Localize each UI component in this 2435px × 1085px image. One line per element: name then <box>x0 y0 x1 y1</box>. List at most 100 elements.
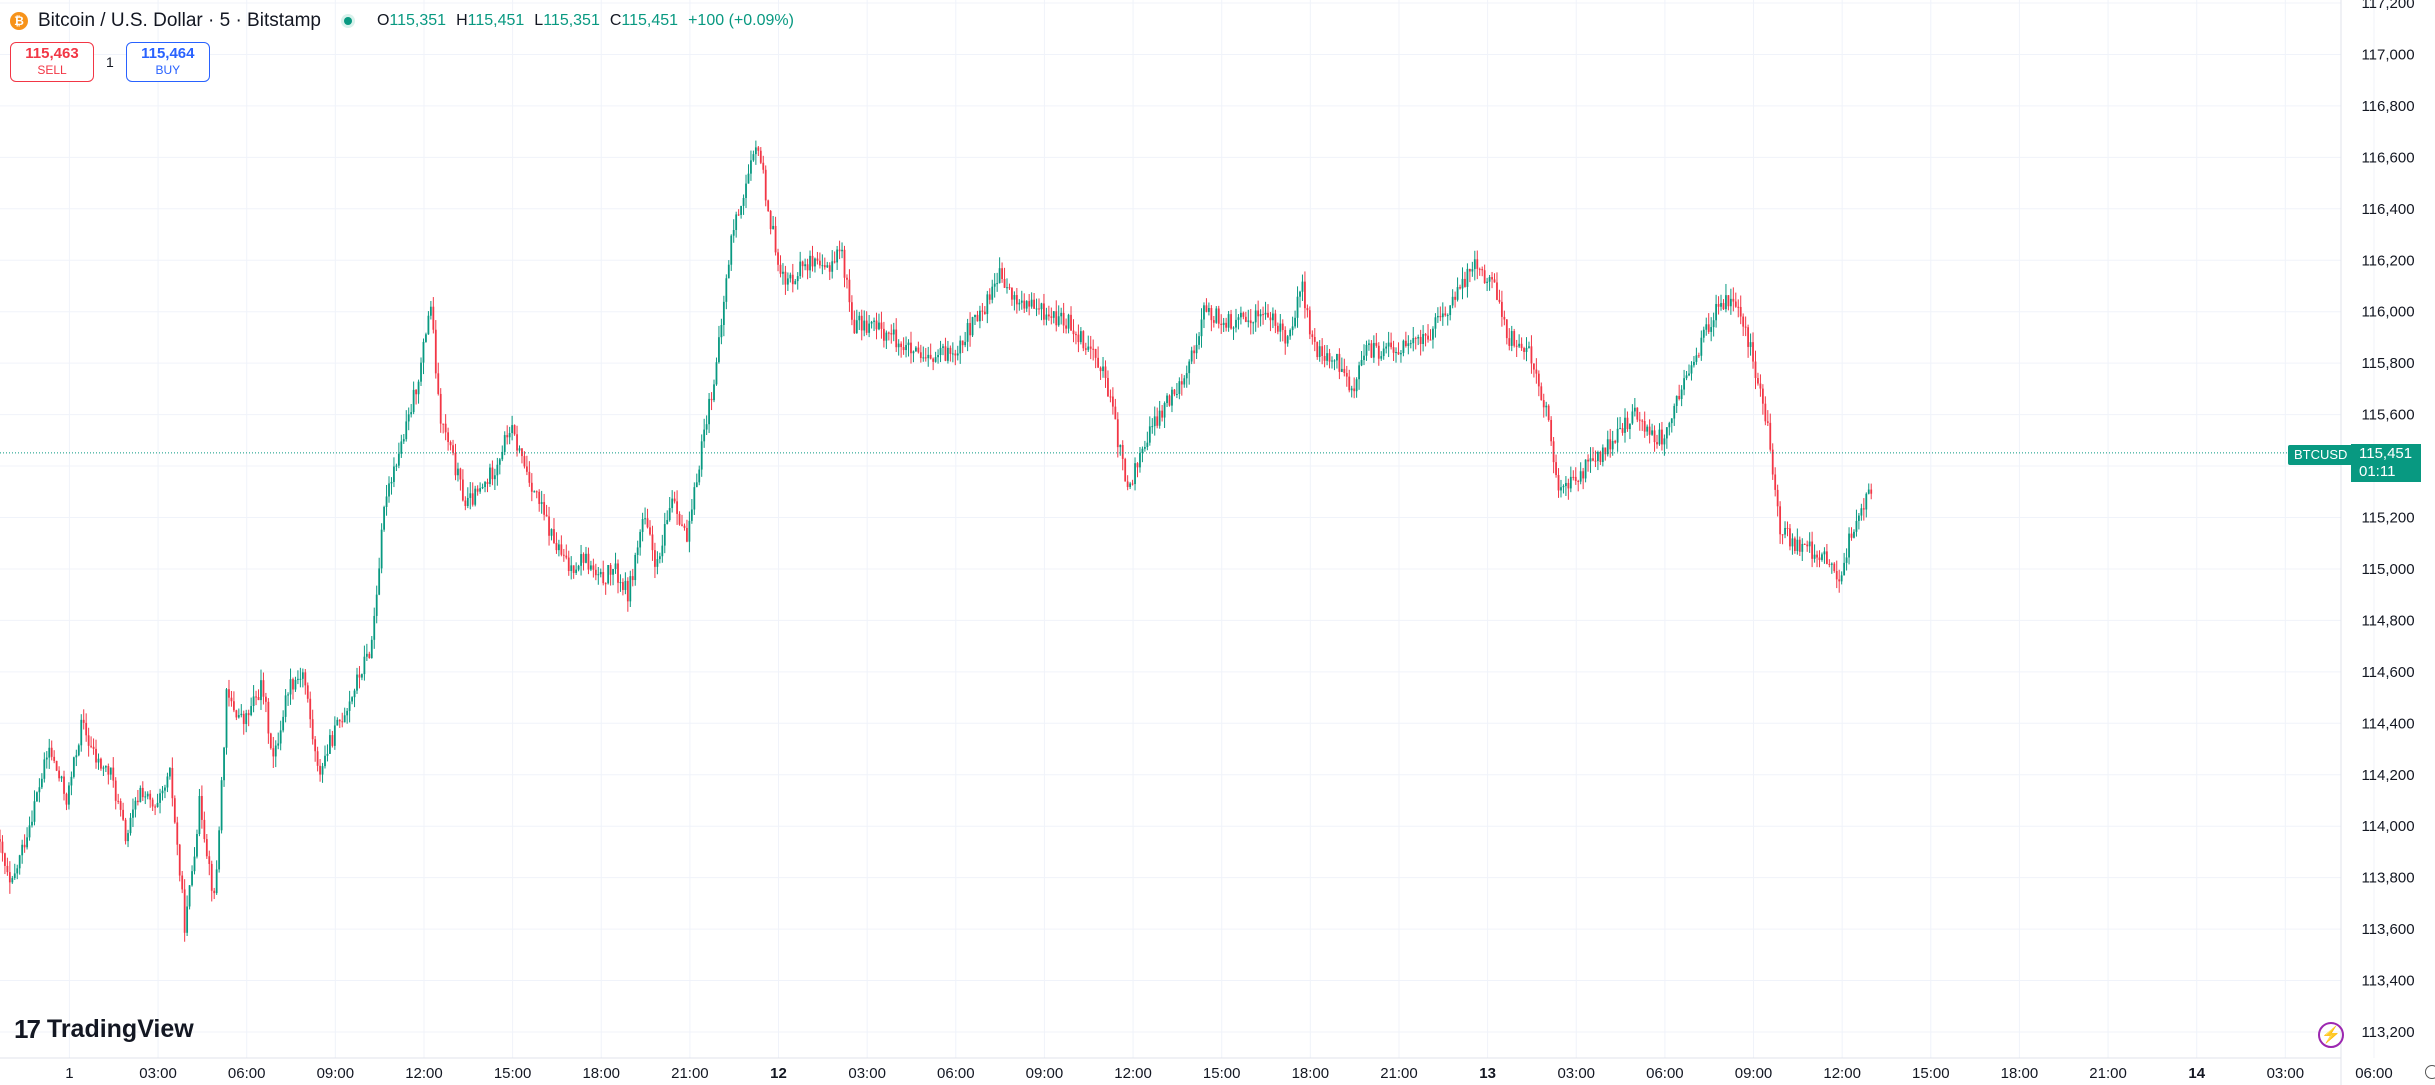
candle-body <box>1774 474 1777 490</box>
candle-body <box>365 653 368 657</box>
candle-body <box>1057 316 1060 326</box>
candle-body <box>1097 357 1100 368</box>
candle-body <box>1311 334 1314 337</box>
candle-body <box>260 680 262 701</box>
candle-body <box>134 800 137 810</box>
candle-body <box>72 757 75 777</box>
candle-body <box>1331 360 1333 362</box>
lightning-icon[interactable]: ⚡ <box>2318 1022 2344 1048</box>
candle-body <box>656 559 659 567</box>
candle-body <box>481 487 484 489</box>
candle-body <box>1210 308 1213 321</box>
time-tick-label: 12:00 <box>405 1065 443 1082</box>
candle-body <box>294 679 297 690</box>
candle-body <box>838 249 841 252</box>
candle-body <box>1769 422 1772 450</box>
candle-body <box>1530 346 1533 364</box>
candle-body <box>1446 315 1449 317</box>
time-tick-label: 09:00 <box>1026 1065 1064 1082</box>
candle-body <box>686 527 688 542</box>
chart-legend-header: ₿ Bitcoin / U.S. Dollar · 5 · Bitstamp O… <box>10 8 794 34</box>
candle-body <box>587 553 590 570</box>
candle-body <box>1163 403 1166 418</box>
candle-body <box>1818 557 1821 560</box>
candle-body <box>1552 441 1555 463</box>
candle-body <box>843 249 846 278</box>
candle-body <box>949 347 952 354</box>
candle-body <box>772 225 775 230</box>
candle-body <box>1569 476 1572 489</box>
candle-body <box>715 362 718 385</box>
symbol-title[interactable]: Bitcoin / U.S. Dollar · 5 · Bitstamp <box>38 10 321 31</box>
price-tick-label: 115,600 <box>2361 407 2414 424</box>
candle-body <box>11 878 14 883</box>
candle-body <box>127 833 129 842</box>
candle-body <box>267 701 270 734</box>
candle-body <box>860 315 863 331</box>
buy-button[interactable]: 115,464 BUY <box>125 42 210 82</box>
time-tick-label: 09:00 <box>317 1065 355 1082</box>
candle-body <box>154 806 157 808</box>
candle-body <box>304 672 307 686</box>
market-status-icon[interactable] <box>340 14 355 28</box>
candle-body <box>1781 534 1784 536</box>
candle-body <box>1340 368 1343 372</box>
candle-body <box>786 278 789 285</box>
price-tick-label: 114,400 <box>2361 715 2414 732</box>
sell-button[interactable]: 115,463 SELL <box>10 42 94 82</box>
candle-body <box>964 341 967 346</box>
candle-body <box>1323 356 1326 361</box>
candle-body <box>1190 350 1193 362</box>
candle-body <box>230 697 233 702</box>
time-axis[interactable]: 1 03:00 06:00 09:00 12:00 15:00 18:00 21:00 12 03… <box>0 1057 2435 1082</box>
candle-body <box>1375 342 1378 346</box>
candle-body <box>1567 482 1570 489</box>
candle-body <box>1240 312 1242 318</box>
candle-body <box>1702 329 1705 338</box>
candle-body <box>1853 531 1855 538</box>
candle-body <box>356 674 358 691</box>
candle-body <box>196 834 198 857</box>
candle-body <box>1267 312 1269 318</box>
order-quantity[interactable]: 1 <box>106 54 114 70</box>
candle-body <box>1525 347 1528 352</box>
settings-icon[interactable] <box>2425 1065 2435 1079</box>
candle-body <box>1321 346 1324 357</box>
price-tick-label: 116,400 <box>2361 201 2414 218</box>
candle-body <box>1744 326 1747 328</box>
candle-body <box>225 689 228 748</box>
candle-body <box>1289 330 1292 337</box>
candle-body <box>200 795 203 820</box>
candle-body <box>257 697 260 701</box>
candle-body <box>1244 316 1247 322</box>
price-tick-label: 113,200 <box>2361 1024 2414 1041</box>
candle-body <box>247 713 250 716</box>
candle-body <box>1281 323 1284 331</box>
price-axis[interactable]: 113,200 113,400 113,600 113,800 114,000 114,2… <box>2340 0 2415 1085</box>
candle-body <box>97 758 100 763</box>
candle-body <box>136 800 139 803</box>
candle-body <box>1643 421 1646 432</box>
candle-body <box>1661 429 1663 445</box>
tradingview-logo[interactable]: 17 TradingView <box>14 1014 194 1045</box>
candle-body <box>183 889 186 933</box>
candle-body <box>954 353 957 356</box>
candle-body <box>1205 305 1208 312</box>
candlestick-series <box>0 140 1873 942</box>
candle-body <box>1387 342 1390 347</box>
candle-body <box>1412 338 1415 344</box>
candle-body <box>274 745 277 757</box>
candle-body <box>1720 303 1722 307</box>
candle-body <box>1338 353 1341 372</box>
candle-body <box>543 502 546 515</box>
candle-body <box>905 345 907 351</box>
candle-body <box>373 615 376 640</box>
candle-body <box>1848 533 1850 558</box>
price-tick-label: 114,200 <box>2361 767 2414 784</box>
candle-body <box>1023 300 1026 309</box>
candle-body <box>641 519 644 532</box>
candle-body <box>316 751 319 766</box>
candle-body <box>1296 296 1299 318</box>
candle-body <box>567 557 570 572</box>
